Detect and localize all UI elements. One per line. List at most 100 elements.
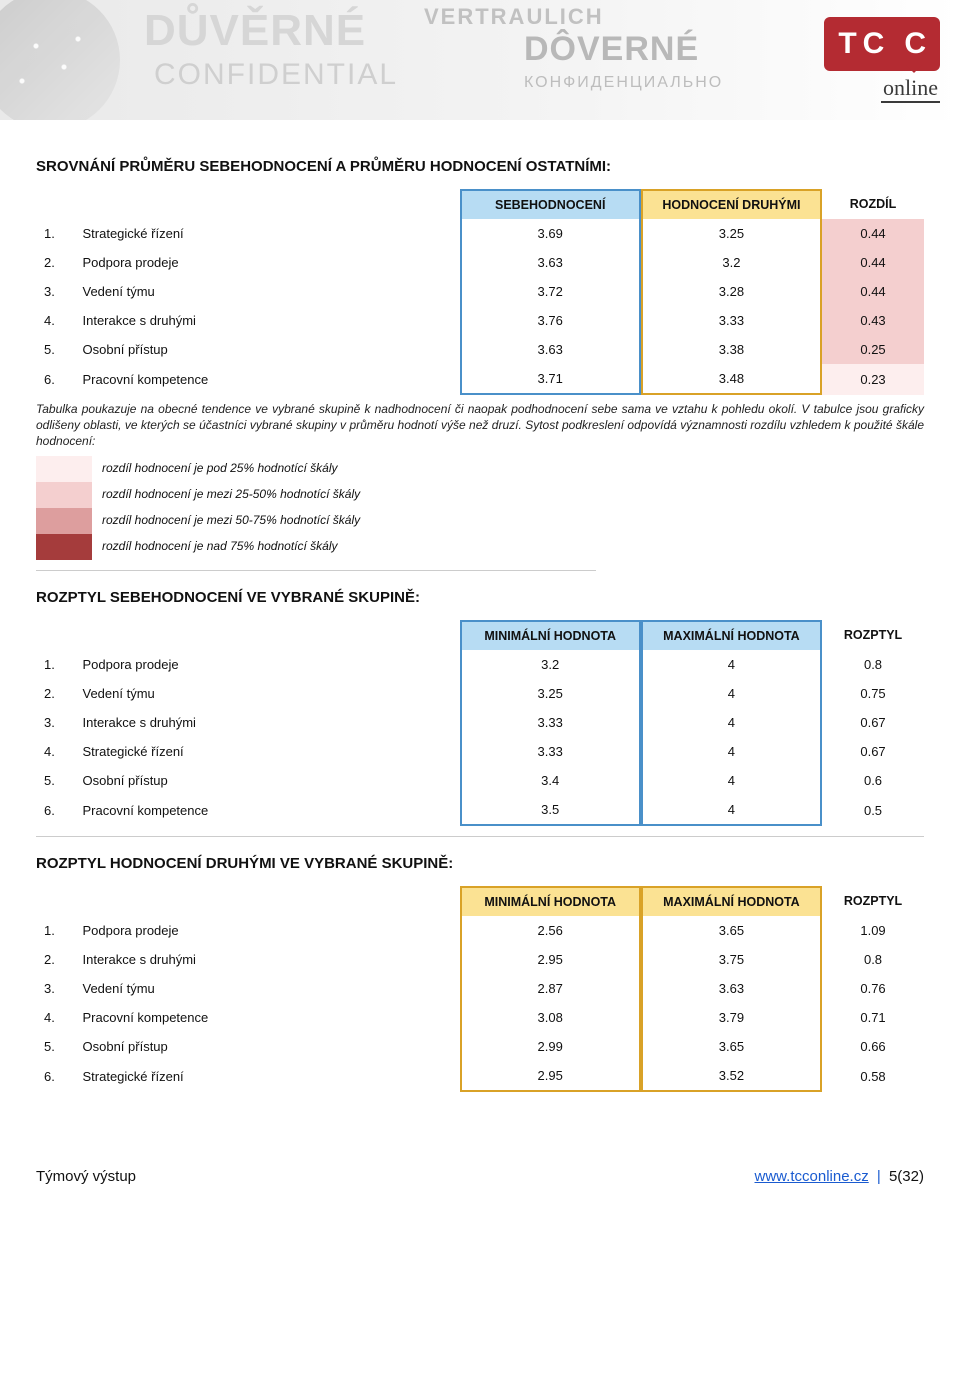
cell-min: 3.5 (460, 795, 641, 826)
table3-title: ROZPTYL HODNOCENÍ DRUHÝMI VE VYBRANÉ SKU… (36, 855, 924, 872)
row-name: Pracovní kompetence (75, 1003, 460, 1032)
cell-others: 3.48 (641, 364, 822, 395)
logo-letter: C (904, 27, 926, 61)
cell-diff: 0.44 (822, 277, 924, 306)
cell-max: 3.52 (641, 1061, 822, 1092)
cell-diff: 0.44 (822, 219, 924, 248)
cell-others: 3.28 (641, 277, 822, 306)
table-row: 5. Osobní přístup 3.63 3.38 0.25 (36, 335, 924, 364)
cell-min: 2.87 (460, 974, 641, 1003)
row-name: Pracovní kompetence (75, 364, 460, 395)
row-index: 1. (36, 650, 75, 679)
row-index: 1. (36, 916, 75, 945)
cell-range: 0.67 (822, 708, 924, 737)
row-name: Podpora prodeje (75, 248, 460, 277)
cell-max: 4 (641, 737, 822, 766)
legend-label: rozdíl hodnocení je mezi 25-50% hodnotíc… (92, 482, 370, 508)
cell-self: 3.72 (460, 277, 641, 306)
watermark-duverne: DŮVĚRNÉ (144, 6, 366, 56)
row-index: 3. (36, 974, 75, 1003)
legend-row: rozdíl hodnocení je pod 25% hodnotící šk… (36, 456, 924, 482)
table2-title: ROZPTYL SEBEHODNOCENÍ VE VYBRANÉ SKUPINĚ… (36, 589, 924, 606)
cell-min: 2.56 (460, 916, 641, 945)
col-others-header: HODNOCENÍ DRUHÝMI (641, 189, 822, 219)
col-min-header: MINIMÁLNÍ HODNOTA (460, 620, 641, 650)
logo: T C C online (824, 17, 940, 103)
watermark-vertraulich: VERTRAULICH (424, 4, 604, 30)
col-min-header: MINIMÁLNÍ HODNOTA (460, 886, 641, 916)
row-index: 6. (36, 795, 75, 826)
legend-row: rozdíl hodnocení je mezi 50-75% hodnotíc… (36, 508, 924, 534)
table-row: 1. Podpora prodeje 3.2 4 0.8 (36, 650, 924, 679)
cell-max: 3.75 (641, 945, 822, 974)
cell-max: 4 (641, 795, 822, 826)
row-index: 6. (36, 364, 75, 395)
row-name: Osobní přístup (75, 1032, 460, 1061)
row-name: Interakce s druhými (75, 306, 460, 335)
table-row: 4. Interakce s druhými 3.76 3.33 0.43 (36, 306, 924, 335)
row-name: Strategické řízení (75, 737, 460, 766)
legend-swatch (36, 534, 92, 560)
row-name: Osobní přístup (75, 335, 460, 364)
table-row: 6. Pracovní kompetence 3.5 4 0.5 (36, 795, 924, 826)
cell-others: 3.33 (641, 306, 822, 335)
cell-self: 3.63 (460, 248, 641, 277)
table2-divider (36, 836, 924, 837)
cell-range: 0.75 (822, 679, 924, 708)
cell-max: 3.65 (641, 916, 822, 945)
row-name: Vedení týmu (75, 974, 460, 1003)
cell-min: 3.08 (460, 1003, 641, 1032)
watermark-words: DŮVĚRNÉ VERTRAULICH CONFIDENTIAL DÔVERNÉ… (144, 0, 824, 120)
legend-label: rozdíl hodnocení je nad 75% hodnotící šk… (92, 534, 348, 560)
table-row: 3. Vedení týmu 3.72 3.28 0.44 (36, 277, 924, 306)
table-row: 5. Osobní přístup 3.4 4 0.6 (36, 766, 924, 795)
row-name: Interakce s druhými (75, 945, 460, 974)
cell-min: 2.99 (460, 1032, 641, 1061)
cell-min: 3.33 (460, 708, 641, 737)
cell-max: 3.79 (641, 1003, 822, 1032)
cell-min: 3.2 (460, 650, 641, 679)
legend-swatch (36, 508, 92, 534)
table-row: 2. Interakce s druhými 2.95 3.75 0.8 (36, 945, 924, 974)
legend-row: rozdíl hodnocení je mezi 25-50% hodnotíc… (36, 482, 924, 508)
row-index: 5. (36, 335, 75, 364)
cell-max: 3.65 (641, 1032, 822, 1061)
cell-min: 2.95 (460, 1061, 641, 1092)
cell-max: 3.63 (641, 974, 822, 1003)
row-index: 6. (36, 1061, 75, 1092)
severity-legend: rozdíl hodnocení je pod 25% hodnotící šk… (36, 456, 924, 560)
footer-link[interactable]: www.tcconline.cz (755, 1168, 869, 1185)
cell-others: 3.25 (641, 219, 822, 248)
others-range-table: MINIMÁLNÍ HODNOTA MAXIMÁLNÍ HODNOTA ROZP… (36, 886, 924, 1092)
table-row: 3. Vedení týmu 2.87 3.63 0.76 (36, 974, 924, 1003)
cell-range: 0.71 (822, 1003, 924, 1032)
col-diff-header: ROZDÍL (822, 189, 924, 219)
cell-min: 3.4 (460, 766, 641, 795)
cell-min: 3.33 (460, 737, 641, 766)
table-row: 5. Osobní přístup 2.99 3.65 0.66 (36, 1032, 924, 1061)
row-index: 2. (36, 945, 75, 974)
cell-max: 4 (641, 766, 822, 795)
cell-range: 0.8 (822, 945, 924, 974)
legend-swatch (36, 482, 92, 508)
comparison-table: SEBEHODNOCENÍ HODNOCENÍ DRUHÝMI ROZDÍL 1… (36, 189, 924, 395)
globe-graphic (0, 0, 120, 120)
table-row: 2. Vedení týmu 3.25 4 0.75 (36, 679, 924, 708)
logo-letter: T (838, 27, 856, 61)
watermark-confidential: CONFIDENTIAL (154, 58, 398, 92)
legend-label: rozdíl hodnocení je pod 25% hodnotící šk… (92, 456, 348, 482)
row-index: 5. (36, 766, 75, 795)
page-footer: Týmový výstup www.tcconline.cz | 5(32) (0, 1140, 960, 1205)
cell-diff: 0.23 (822, 364, 924, 395)
row-index: 1. (36, 219, 75, 248)
row-name: Podpora prodeje (75, 916, 460, 945)
logo-letter: C (863, 27, 885, 61)
watermark-russian: КОНФИДЕНЦИАЛЬНО (524, 74, 723, 92)
cell-diff: 0.25 (822, 335, 924, 364)
row-name: Strategické řízení (75, 219, 460, 248)
table-row: 1. Strategické řízení 3.69 3.25 0.44 (36, 219, 924, 248)
table-row: 6. Strategické řízení 2.95 3.52 0.58 (36, 1061, 924, 1092)
cell-range: 0.66 (822, 1032, 924, 1061)
cell-self: 3.69 (460, 219, 641, 248)
cell-range: 0.6 (822, 766, 924, 795)
